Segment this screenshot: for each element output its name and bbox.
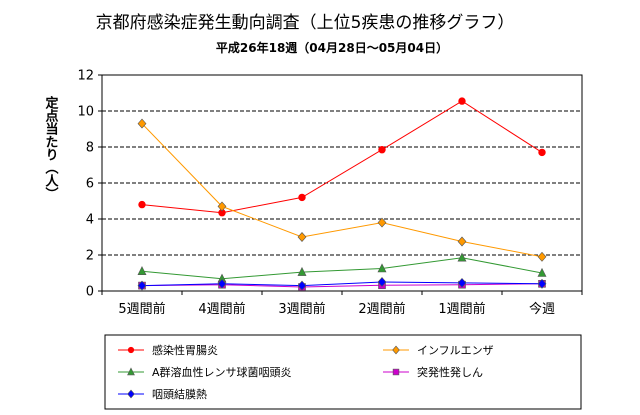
series-line	[141, 281, 543, 287]
legend-box	[104, 334, 582, 410]
data-point	[458, 97, 466, 105]
legend-label: インフルエンザ	[417, 344, 494, 357]
legend-label: A群溶血性レンサ球菌咽頭炎	[152, 365, 292, 379]
data-point	[377, 217, 387, 228]
data-point	[217, 278, 227, 289]
legend-marker	[392, 345, 400, 355]
data-point	[378, 146, 386, 154]
data-point	[137, 118, 147, 129]
data-point	[297, 266, 307, 276]
legend-marker	[392, 368, 400, 376]
data-point	[298, 193, 306, 202]
data-point	[538, 148, 546, 157]
series-line	[141, 257, 543, 280]
data-point	[138, 200, 146, 209]
data-point	[537, 267, 547, 277]
series-line	[141, 100, 543, 214]
data-point	[377, 277, 387, 287]
plot-area: 0 2 4 6 8 10 12 5週間前 4週間前 3週間前 2週間前 1週間前 今週	[77, 69, 583, 317]
data-point	[457, 277, 467, 288]
data-point	[297, 280, 307, 291]
series-line	[141, 123, 543, 258]
legend-marker	[127, 389, 135, 399]
data-point	[297, 232, 307, 242]
data-point	[537, 278, 547, 289]
x-tick-label: 今週	[529, 301, 555, 317]
y-tick-label: 4	[86, 213, 94, 228]
data-point	[137, 280, 147, 291]
legend-item: 咽頭結膜熱	[118, 387, 207, 401]
series-1	[138, 97, 546, 217]
data-point	[457, 252, 467, 262]
legend-item: 突発性発しん	[383, 365, 483, 379]
series-5	[137, 277, 547, 291]
data-point	[137, 266, 147, 276]
x-tick-label: 1週間前	[438, 301, 485, 317]
y-tick-label: 12	[77, 69, 94, 84]
legend-item: A群溶血性レンサ球菌咽頭炎	[118, 365, 292, 379]
y-tick-label: 10	[77, 105, 94, 120]
series-3	[137, 252, 547, 283]
y-tick-label: 6	[86, 177, 94, 192]
legend-item: 感染性胃腸炎	[118, 343, 218, 357]
series-line	[141, 283, 543, 288]
x-tick-label: 5週間前	[118, 301, 165, 317]
x-tick-label: 3週間前	[278, 301, 325, 317]
y-axis-label: 定点当たり（人）	[43, 95, 60, 200]
legend-label: 感染性胃腸炎	[152, 343, 218, 357]
legend-label: 突発性発しん	[417, 365, 483, 379]
legend-label: 咽頭結膜熱	[152, 387, 207, 401]
y-tick-label: 8	[86, 141, 94, 156]
legend-item: インフルエンザ	[383, 344, 494, 357]
series-4	[138, 279, 546, 291]
x-tick-label: 2週間前	[358, 301, 405, 317]
x-tick-label: 4週間前	[198, 301, 245, 317]
series-2	[137, 118, 547, 262]
chart-title: 京都府感染症発生動向調査（上位5疾患の推移グラフ）	[96, 13, 515, 33]
data-point	[377, 263, 387, 273]
data-point	[217, 201, 227, 212]
chart-subtitle: 平成26年18週（04月28日〜05月04日）	[216, 40, 448, 55]
y-tick-label: 2	[86, 249, 94, 264]
data-point	[457, 236, 467, 247]
data-point	[537, 251, 547, 262]
legend-marker	[127, 367, 135, 376]
y-tick-label: 0	[86, 285, 94, 300]
legend-marker	[127, 346, 135, 354]
